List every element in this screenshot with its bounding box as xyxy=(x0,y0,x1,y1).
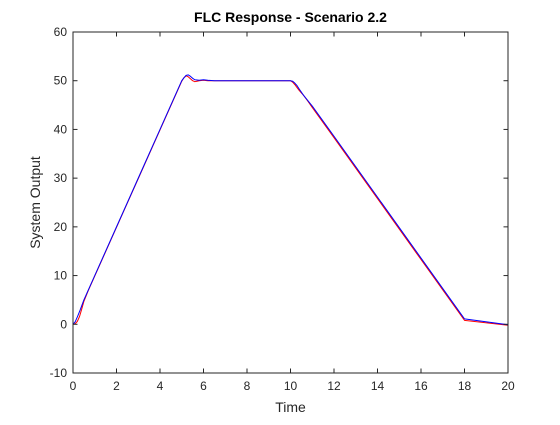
x-tick-label: 16 xyxy=(414,379,428,393)
x-tick-label: 0 xyxy=(70,379,77,393)
x-tick-label: 8 xyxy=(244,379,251,393)
x-tick-label: 2 xyxy=(113,379,120,393)
y-tick-label: 60 xyxy=(54,25,68,39)
y-tick-label: 10 xyxy=(54,269,68,283)
y-tick-label: 50 xyxy=(54,74,68,88)
chart-title: FLC Response - Scenario 2.2 xyxy=(194,9,387,25)
series-layer xyxy=(72,74,509,326)
y-tick-label: -10 xyxy=(50,366,68,380)
x-tick-label: 12 xyxy=(327,379,341,393)
x-tick-label: 10 xyxy=(284,379,298,393)
series-2-line xyxy=(72,74,509,326)
x-tick-label: 4 xyxy=(157,379,164,393)
x-axis-label: Time xyxy=(275,399,306,415)
x-tick-label: 14 xyxy=(371,379,385,393)
y-tick-label: 40 xyxy=(54,122,68,136)
plot-area xyxy=(73,32,508,373)
x-tick-label: 20 xyxy=(501,379,515,393)
y-tick-label: 20 xyxy=(54,220,68,234)
y-tick-label: 30 xyxy=(54,171,68,185)
y-tick-label: 0 xyxy=(60,317,67,331)
y-axis-label: System Output xyxy=(27,156,43,249)
x-tick-label: 6 xyxy=(200,379,207,393)
x-tick-label: 18 xyxy=(458,379,472,393)
